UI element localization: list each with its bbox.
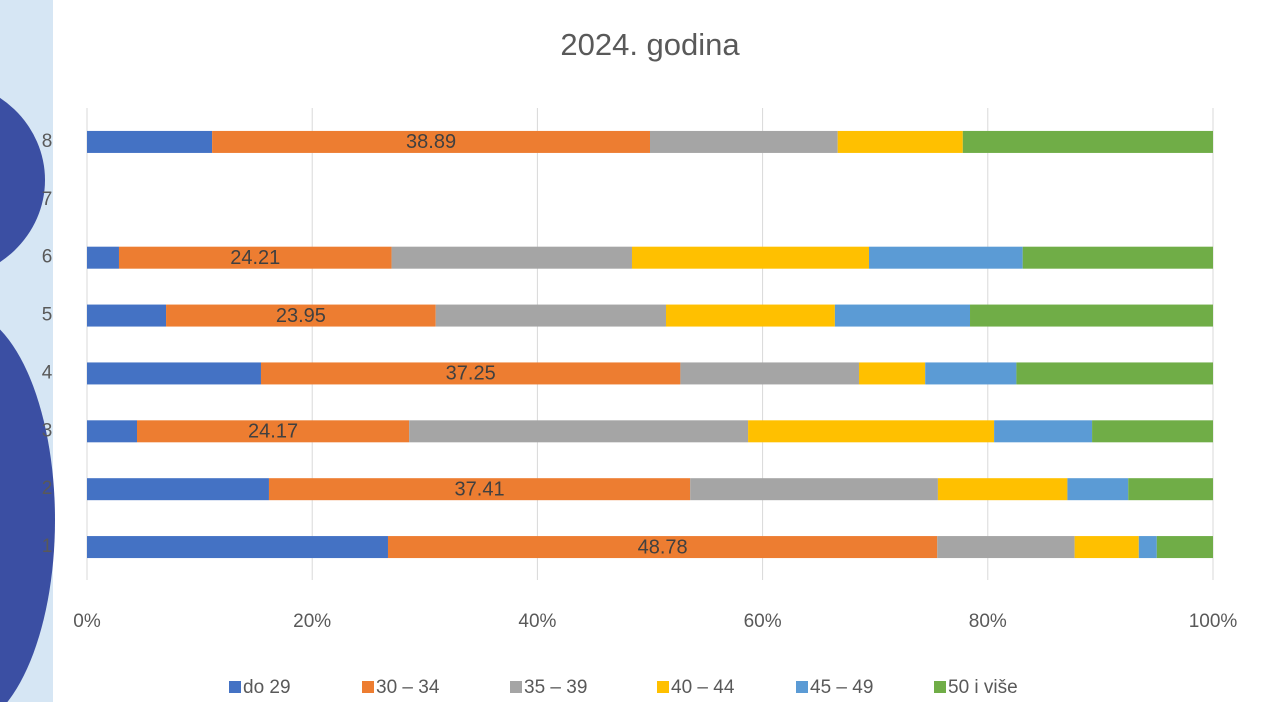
bar-segment	[1074, 536, 1139, 559]
bar-segment	[268, 478, 691, 501]
legend-swatch	[796, 681, 808, 693]
bar-segment	[212, 130, 650, 153]
legend-swatch	[362, 681, 374, 693]
bar-segment	[87, 362, 261, 385]
bar-segment	[837, 130, 963, 153]
bar-segment	[1092, 420, 1213, 443]
data-label: 38.89	[406, 131, 456, 153]
bar-segment	[631, 246, 870, 269]
legend-label: 45 – 49	[810, 677, 873, 698]
y-tick-label: 1	[42, 536, 53, 557]
data-label: 24.21	[230, 247, 280, 269]
data-label: 48.78	[638, 536, 688, 558]
y-tick-label: 5	[42, 305, 53, 326]
bar-segment	[962, 130, 1213, 153]
y-tick-label: 2	[42, 478, 53, 499]
bar-segment	[650, 130, 838, 153]
y-tick-label: 4	[42, 362, 53, 383]
legend-label: 40 – 44	[671, 677, 735, 698]
y-tick-label: 7	[42, 189, 53, 210]
y-tick-label: 8	[42, 131, 53, 152]
chart-title: 2024. godina	[560, 27, 740, 62]
bar-segment	[937, 536, 1075, 559]
bar-segment	[690, 478, 938, 501]
bar-segment	[87, 130, 213, 153]
legend-label: do 29	[243, 677, 291, 698]
x-tick-label: 0%	[73, 611, 101, 632]
data-label: 23.95	[276, 305, 326, 327]
x-tick-label: 40%	[518, 611, 556, 632]
data-label: 24.17	[248, 421, 298, 443]
legend-swatch	[934, 681, 946, 693]
side-decoration	[0, 329, 55, 702]
bar-segment	[1156, 536, 1213, 559]
x-tick-label: 60%	[744, 611, 782, 632]
bar-segment	[87, 536, 388, 559]
bar-segment	[994, 420, 1093, 443]
bar-segment	[409, 420, 749, 443]
x-tick-label: 80%	[969, 611, 1007, 632]
bar-segment	[937, 478, 1068, 501]
legend-label: 30 – 34	[376, 677, 440, 698]
legend-swatch	[657, 681, 669, 693]
y-tick-label: 3	[42, 420, 53, 441]
bar-segment	[1138, 536, 1157, 559]
bar-segment	[748, 420, 995, 443]
legend-swatch	[510, 681, 522, 693]
bar-segment	[87, 304, 167, 327]
bar-segment	[680, 362, 859, 385]
legend-swatch	[229, 681, 241, 693]
bar-segment	[87, 246, 119, 269]
bar-segment	[118, 246, 392, 269]
bar-segment	[858, 362, 926, 385]
side-decoration	[0, 97, 45, 263]
bar-segment	[87, 420, 137, 443]
bar-segment	[260, 362, 681, 385]
bar-segment	[925, 362, 1017, 385]
bar-segment	[970, 304, 1213, 327]
bar-segment	[665, 304, 835, 327]
legend-label: 50 i više	[948, 677, 1018, 698]
bar-segment	[1128, 478, 1213, 501]
bar-segment	[136, 420, 410, 443]
bar-segment	[834, 304, 971, 327]
bar-segment	[1016, 362, 1213, 385]
x-tick-label: 20%	[293, 611, 331, 632]
bar-segment	[391, 246, 632, 269]
bar-segment	[87, 478, 269, 501]
y-tick-label: 6	[42, 247, 53, 268]
legend-label: 35 – 39	[524, 677, 587, 698]
bar-segment	[387, 536, 938, 559]
bar-segment	[1067, 478, 1129, 501]
bar-segment	[435, 304, 666, 327]
x-tick-label: 100%	[1189, 611, 1238, 632]
data-label: 37.25	[446, 363, 496, 385]
bar-segment	[869, 246, 1023, 269]
data-label: 37.41	[455, 478, 505, 500]
bar-segment	[1022, 246, 1213, 269]
bar-segment	[166, 304, 436, 327]
